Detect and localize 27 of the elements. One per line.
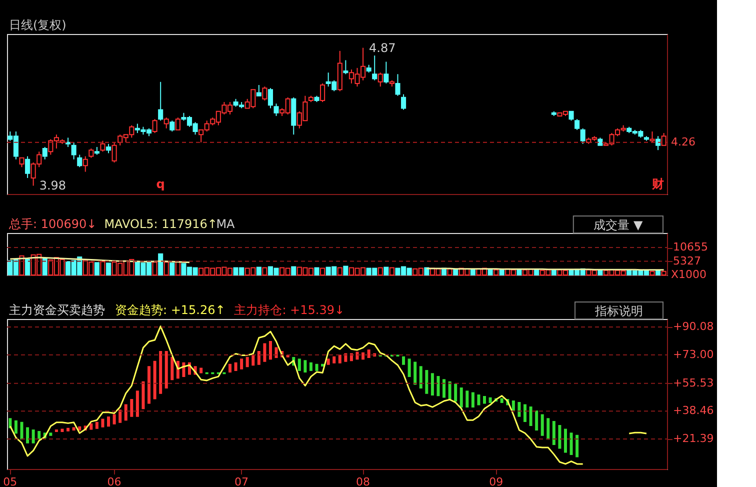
x-tick-label: 07 bbox=[234, 476, 249, 487]
x-tick-label: 05 bbox=[3, 476, 18, 487]
y-axis-title: X1000 bbox=[671, 268, 707, 281]
y-tick-label: +21.39 bbox=[673, 432, 714, 446]
chart-title: 总手: 100690↓ bbox=[8, 217, 97, 231]
text: MAVOL5: 117916↑ bbox=[104, 217, 218, 231]
text: 指标说明 bbox=[594, 304, 643, 318]
text: 主力持仓: +15.39↓ bbox=[234, 303, 345, 317]
y-tick-label: +38.46 bbox=[673, 404, 714, 418]
y-tick-label: +55.53 bbox=[673, 376, 714, 390]
ref-line-label: 4.26 bbox=[671, 135, 696, 148]
annotation: 财 bbox=[651, 177, 664, 191]
y-tick-label: +90.08 bbox=[673, 320, 714, 334]
annotation: q bbox=[156, 177, 165, 191]
x-tick-label: 08 bbox=[356, 476, 370, 487]
series-label: 资金趋势: +15.26↑ bbox=[115, 303, 226, 317]
x-tick-label: 06 bbox=[107, 476, 122, 487]
y-tick-label: 10655 bbox=[673, 240, 708, 254]
annotation: 4.87 bbox=[369, 40, 396, 55]
x-tick-label: 09 bbox=[489, 476, 504, 487]
text: MA bbox=[216, 217, 236, 231]
annotation: 3.98 bbox=[39, 178, 66, 193]
y-tick-label: +73.00 bbox=[673, 348, 714, 361]
chart-title: 主力资金买卖趋势 bbox=[9, 303, 105, 317]
text: 成交量 ▼ bbox=[594, 218, 644, 232]
y-tick-label: 5327 bbox=[673, 254, 701, 268]
chart-title: 日线(复权) bbox=[9, 18, 66, 32]
